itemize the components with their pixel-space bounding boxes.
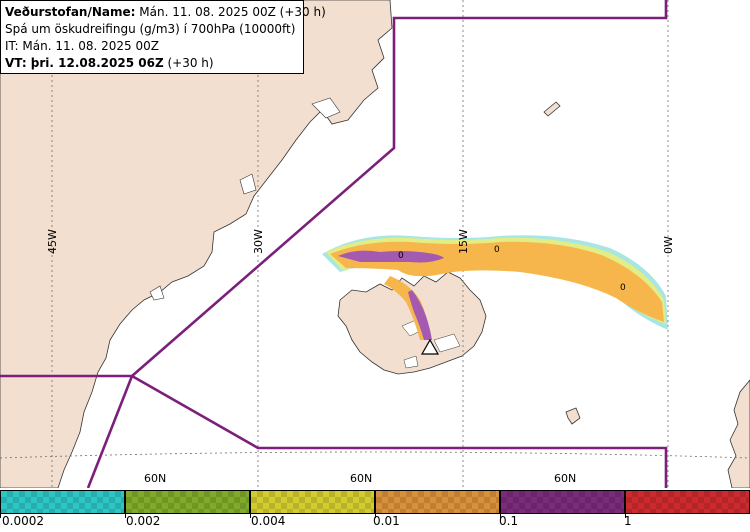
- greenland-fjord: [311, 97, 341, 119]
- legend-swatch-orange: [375, 490, 500, 514]
- jan-mayen-island: [543, 101, 561, 117]
- legend-tick: [0, 513, 1, 518]
- info-valid-time-line: VT: þri. 12.08.2025 06Z (+30 h): [5, 55, 299, 72]
- legend-tick: [500, 513, 501, 518]
- legend-tick-label: 0.1: [499, 514, 519, 528]
- parallel-label-60n: 60N: [144, 472, 166, 485]
- info-issue-time-line: IT: Mán. 11. 08. 2025 00Z: [5, 39, 159, 53]
- legend-tick: [125, 513, 126, 518]
- greenland-fjord: [149, 285, 165, 301]
- meridian-label-45w: 45W: [46, 229, 59, 254]
- parallel-label-60n: 60N: [554, 472, 576, 485]
- contour-label: 0: [398, 251, 404, 261]
- advisory-area-boundary: [0, 0, 668, 488]
- contour-label: 0: [620, 283, 626, 293]
- legend-swatch-yellow: [250, 490, 375, 514]
- valid-time-offset: (+30 h): [163, 56, 214, 70]
- glacier: [403, 355, 419, 369]
- meridian-label-0w: 0W: [662, 236, 675, 254]
- map-canvas: 45W 30W 15W 0W 60N 60N 60N 0 0 0: [0, 0, 750, 488]
- legend-tick-label: 0.004: [251, 514, 286, 528]
- forecast-info-box: Veðurstofan/Name: Mán. 11. 08. 2025 00Z …: [0, 0, 326, 74]
- issuer-value: Mán. 11. 08. 2025 00Z (+30 h): [135, 5, 326, 19]
- valid-time-label: VT: þri. 12.08.2025 06Z: [5, 56, 164, 70]
- volcano-triangle-icon: [420, 338, 440, 355]
- glacier: [433, 333, 461, 353]
- issuer-label: Veðurstofan/Name:: [5, 5, 136, 19]
- info-product-line: Spá um öskudreifingu (g/m3) í 700hPa (10…: [5, 22, 296, 36]
- legend-swatch-purple: [500, 490, 625, 514]
- parallel-label-60n: 60N: [350, 472, 372, 485]
- meridian-label-30w: 30W: [252, 229, 265, 254]
- graticule: [0, 0, 750, 488]
- legend-tick: [625, 513, 626, 518]
- legend-tick: [250, 513, 251, 518]
- greenland-fjord: [239, 173, 257, 195]
- contour-label: 0: [494, 245, 500, 255]
- legend-tick-label: 0.01: [373, 514, 400, 528]
- meridian-label-15w: 15W: [457, 229, 470, 254]
- norway-coast: [727, 379, 750, 488]
- legend-tick: [375, 513, 376, 518]
- faroe-islands: [565, 407, 581, 425]
- ash-plume-high-concentration: [338, 250, 444, 340]
- greenland-landmass: [0, 0, 393, 488]
- legend-swatch-red: [625, 490, 750, 514]
- legend-swatch-cyan: [0, 490, 125, 514]
- info-issuer-line: Veðurstofan/Name: Mán. 11. 08. 2025 00Z …: [5, 4, 326, 21]
- legend-tick-label: 1: [624, 514, 632, 528]
- legend-swatch-green: [125, 490, 250, 514]
- legend-tick-label: 0.002: [126, 514, 161, 528]
- legend-tick-label: 0.0002: [2, 514, 44, 528]
- concentration-legend: 0.0002 0.002 0.004 0.01 0.1 1: [0, 490, 750, 532]
